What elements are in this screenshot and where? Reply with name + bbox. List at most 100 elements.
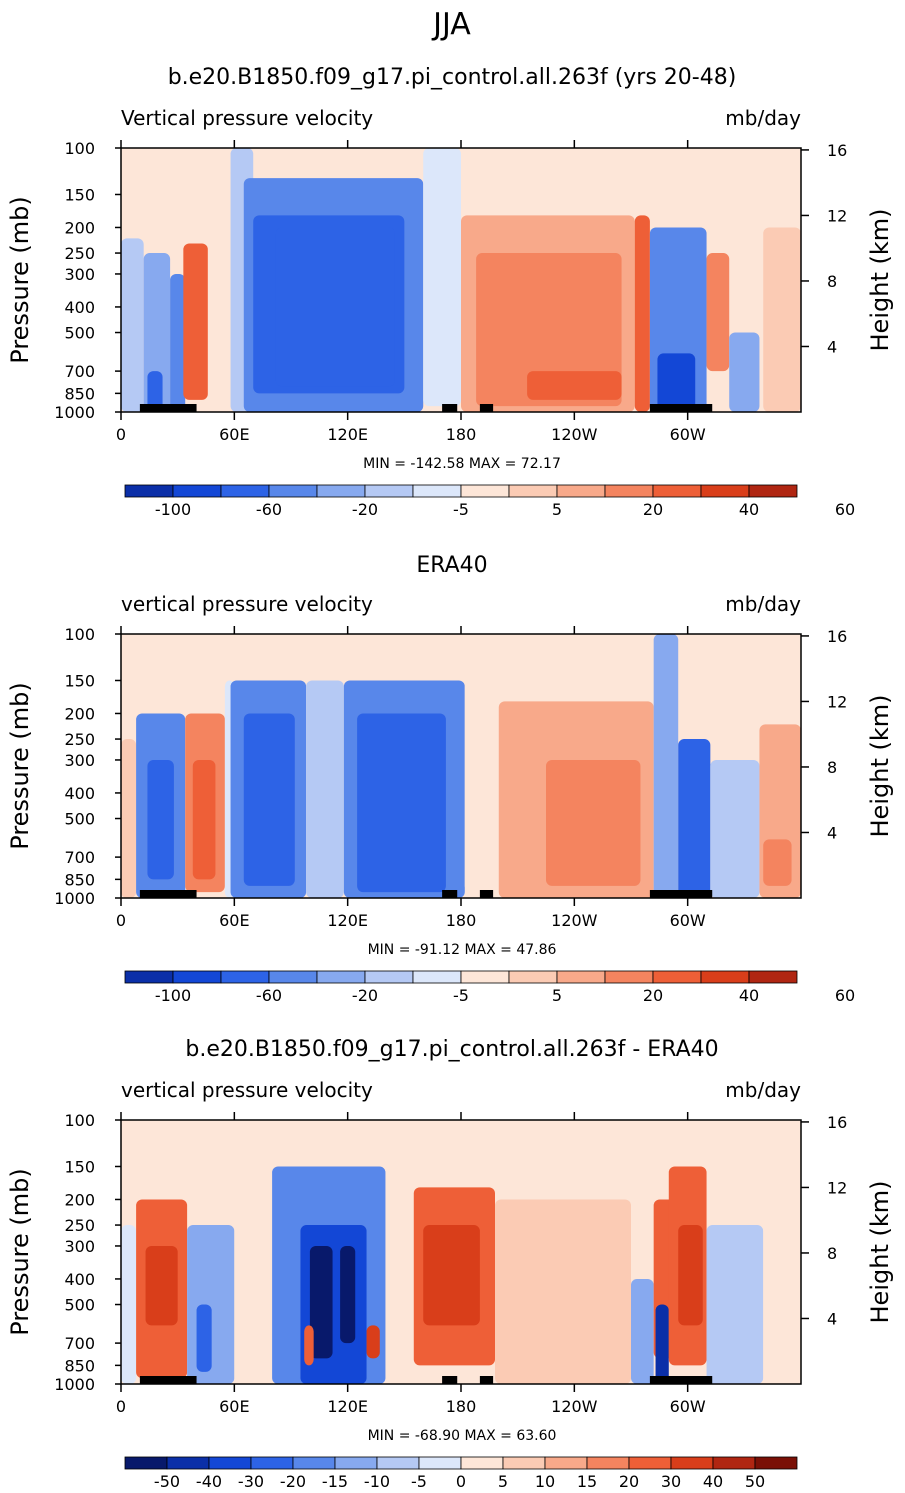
colorbar-label: 20 [619, 1472, 639, 1491]
colorbar-label: 30 [661, 1472, 681, 1491]
min-max-label: MIN = -142.58 MAX = 72.17 [363, 456, 561, 472]
colorbar-swatch [544, 1456, 588, 1470]
y-tick-label: 1000 [54, 889, 95, 908]
colorbar-swatch [712, 1456, 756, 1470]
colorbar-swatch [124, 1456, 168, 1470]
colorbar-swatch [556, 484, 606, 498]
colorbar-swatch [250, 1456, 294, 1470]
colorbar-label: -20 [280, 1472, 306, 1491]
contour-cell-8 [309, 1245, 333, 1359]
colorbar-swatch [412, 970, 462, 984]
x-tick-label: 120E [327, 425, 368, 444]
colorbar-label: 5 [498, 1472, 508, 1491]
y-tick-label: 500 [64, 324, 95, 343]
variable-label: vertical pressure velocity [121, 592, 373, 616]
contour-cell-19 [763, 227, 801, 412]
y-tick-label: 400 [64, 1270, 95, 1289]
y-right-axis-title: Height (km) [866, 209, 894, 352]
contour-cell-0 [121, 238, 144, 412]
colorbar-label: -5 [453, 500, 469, 519]
x-tick-label: 120W [551, 1397, 598, 1416]
colorbar: -100 -60 -20 -5 5 20 40 60 [124, 970, 855, 1005]
colorbar-label: -100 [155, 986, 191, 1005]
x-tick-label: 180 [446, 1397, 477, 1416]
land-mask-0 [139, 404, 197, 412]
contour-cell-18 [763, 839, 792, 886]
colorbar-swatch [208, 1456, 252, 1470]
contour-cells [121, 634, 801, 898]
contour-cells [121, 148, 801, 412]
colorbar-swatch [556, 970, 606, 984]
colorbar-label: -40 [196, 1472, 222, 1491]
x-tick-label: 0 [116, 425, 126, 444]
contour-cell-21 [763, 1166, 801, 1384]
colorbar-swatch [124, 484, 174, 498]
colorbar-swatch [166, 1456, 210, 1470]
colorbar-swatch [652, 970, 702, 984]
contour-cell-9 [340, 1245, 356, 1344]
land-mask-3 [649, 404, 713, 412]
y-tick-label: 850 [64, 384, 95, 403]
y-tick-label: 150 [64, 1157, 95, 1176]
colorbar-label: -30 [238, 1472, 264, 1491]
colorbar-swatch [586, 1456, 630, 1470]
colorbar-swatch [748, 970, 798, 984]
colorbar-label: -60 [256, 986, 282, 1005]
y-tick-label: 400 [64, 298, 95, 317]
x-tick-label: 60W [670, 1397, 706, 1416]
y-axis-title: Pressure (mb) [6, 682, 34, 849]
contour-cell-10 [357, 713, 446, 893]
units-label: mb/day [725, 106, 801, 130]
y-tick-label: 850 [64, 1356, 95, 1375]
panels-group: b.e20.B1850.f09_g17.pi_control.all.263f … [6, 65, 894, 1491]
colorbar-swatch [364, 970, 414, 984]
land-mask-1 [442, 404, 458, 412]
contour-cell-17 [706, 253, 730, 372]
colorbar-label: 40 [739, 500, 759, 519]
contour-cell-4 [192, 759, 216, 880]
y-right-tick-label: 4 [827, 1309, 837, 1328]
colorbar-swatch [604, 484, 654, 498]
colorbar-swatch [316, 970, 366, 984]
colorbar-swatch [652, 484, 702, 498]
y-tick-label: 850 [64, 870, 95, 889]
y-tick-label: 700 [64, 848, 95, 867]
y-tick-label: 200 [64, 704, 95, 723]
land-mask-3 [649, 1376, 713, 1384]
x-tick-label: 60E [219, 911, 249, 930]
x-tick-label: 60W [670, 425, 706, 444]
figure-title: JJA [431, 7, 471, 42]
colorbar-swatch [220, 484, 270, 498]
units-label: mb/day [725, 1078, 801, 1102]
colorbar-swatch [460, 1456, 504, 1470]
y-right-tick-label: 16 [827, 1113, 847, 1132]
contour-cell-0 [121, 739, 137, 898]
x-tick-label: 60E [219, 1397, 249, 1416]
y-right-tick-label: 8 [827, 758, 837, 777]
x-tick-label: 0 [116, 911, 126, 930]
land-mask-1 [442, 890, 458, 898]
y-tick-label: 150 [64, 671, 95, 690]
y-right-tick-label: 16 [827, 141, 847, 160]
colorbar-swatch [268, 970, 318, 984]
contour-cell-11 [366, 1325, 380, 1359]
land-mask-0 [139, 1376, 197, 1384]
x-tick-label: 120E [327, 1397, 368, 1416]
colorbar-label: -5 [411, 1472, 427, 1491]
y-right-tick-label: 16 [827, 627, 847, 646]
y-right-tick-label: 4 [827, 337, 837, 356]
colorbar-swatch [268, 484, 318, 498]
y-tick-label: 100 [64, 625, 95, 644]
contour-cell-5 [234, 1199, 273, 1384]
contour-cell-4 [183, 243, 208, 400]
colorbar-label: 50 [745, 1472, 765, 1491]
contour-cell-11 [464, 680, 499, 893]
contour-cell-19 [678, 1225, 703, 1326]
colorbar-swatch [460, 970, 510, 984]
colorbar-swatch [124, 970, 174, 984]
y-tick-label: 300 [64, 265, 95, 284]
colorbar-label: 20 [643, 500, 663, 519]
colorbar-swatch [172, 484, 222, 498]
x-tick-label: 0 [116, 1397, 126, 1416]
